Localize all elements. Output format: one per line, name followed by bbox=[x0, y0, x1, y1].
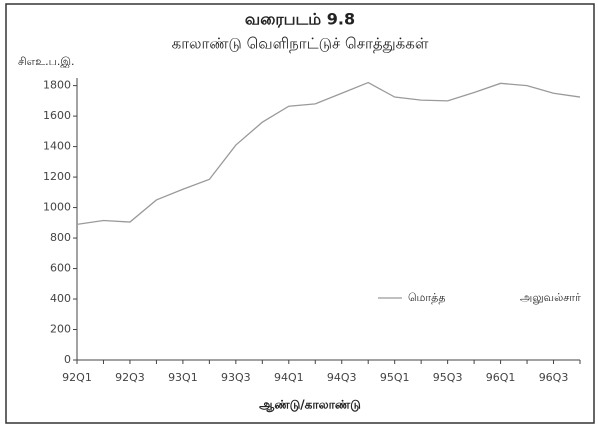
legend-label: அலுவல்சார் bbox=[520, 291, 581, 304]
x-tick-label: 96Q1 bbox=[486, 371, 516, 384]
x-tick-label: 96Q3 bbox=[539, 371, 569, 384]
x-tick-label: 92Q3 bbox=[115, 371, 145, 384]
frame bbox=[5, 3, 595, 424]
y-tick-label: 600 bbox=[50, 262, 71, 275]
x-tick-label: 95Q3 bbox=[433, 371, 463, 384]
y-tick-label: 1000 bbox=[43, 201, 71, 214]
legend-label: மொத்த bbox=[408, 291, 446, 304]
line bbox=[76, 81, 581, 225]
y-tick-label: 1600 bbox=[43, 109, 71, 122]
y-tick-label: 800 bbox=[50, 231, 71, 244]
x-tick-label: 95Q1 bbox=[380, 371, 410, 384]
y-axis-label: சிஎஉ.ப.இ. bbox=[18, 55, 75, 68]
chart-subtitle: காலாண்டு வெளிநாட்டுச் சொத்துக்கள் bbox=[172, 35, 429, 53]
y-tick-label: 400 bbox=[50, 292, 71, 305]
x-tick-label: 94Q1 bbox=[274, 371, 304, 384]
y-tick-label: 1400 bbox=[43, 140, 71, 153]
x-tick-label: 93Q3 bbox=[221, 371, 251, 384]
chart-title: வரைபடம் 9.8 bbox=[245, 10, 355, 29]
x-tick-label: 92Q1 bbox=[62, 371, 92, 384]
x-tick-label: 93Q1 bbox=[168, 371, 198, 384]
y-tick-label: 200 bbox=[50, 323, 71, 336]
x-axis-label: ஆண்டு/காலாண்டு bbox=[259, 398, 361, 413]
y-tick-label: 1800 bbox=[43, 79, 71, 92]
y-tick-label: 0 bbox=[64, 353, 71, 366]
x-tick-label: 94Q3 bbox=[327, 371, 357, 384]
y-tick-label: 1200 bbox=[43, 170, 71, 183]
